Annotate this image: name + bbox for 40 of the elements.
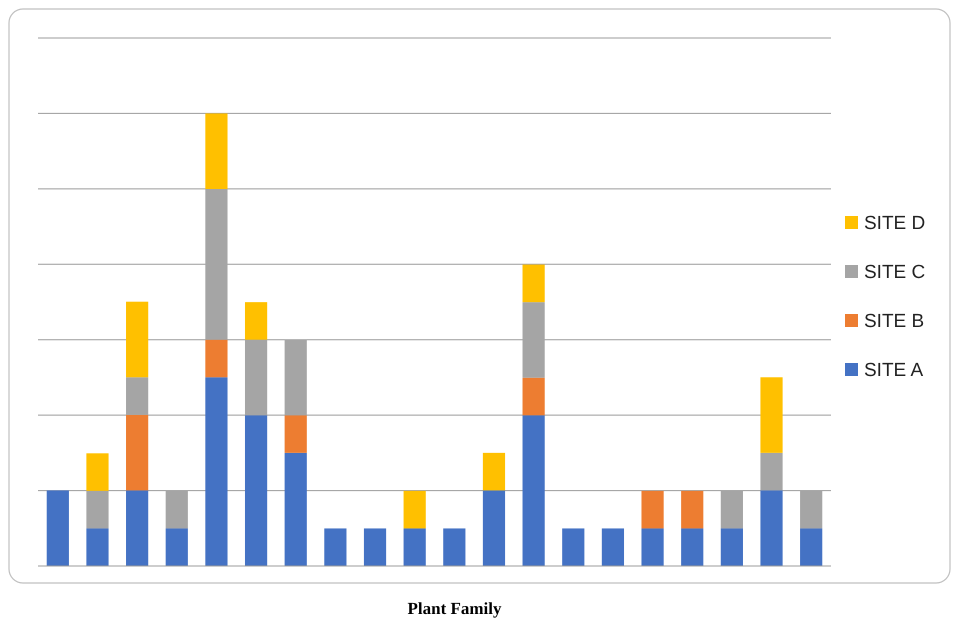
bar — [681, 528, 704, 566]
bar — [364, 528, 386, 566]
bar — [522, 378, 545, 416]
bar — [641, 490, 664, 528]
bar — [166, 528, 188, 566]
bar — [760, 377, 783, 453]
bar — [86, 490, 109, 528]
bar — [443, 528, 466, 566]
bar — [284, 452, 307, 566]
bar — [205, 377, 228, 566]
bar — [562, 528, 584, 566]
bar — [126, 490, 148, 566]
bar — [404, 490, 426, 528]
bar — [86, 528, 109, 566]
bar — [46, 490, 69, 566]
bar — [482, 452, 506, 490]
bar — [205, 340, 228, 378]
legend-label: SITE C — [864, 262, 926, 283]
bar — [602, 528, 624, 566]
legend-label: SITE D — [864, 213, 926, 234]
bar — [681, 490, 704, 528]
bar — [284, 415, 307, 453]
bar — [126, 414, 148, 490]
bar — [482, 490, 506, 566]
bar — [760, 490, 783, 566]
bar — [324, 528, 346, 566]
bar — [126, 302, 148, 378]
legend-label: SITE A — [864, 360, 924, 381]
bar — [800, 528, 822, 566]
bar — [244, 302, 268, 340]
bar — [86, 453, 109, 491]
x-axis-title: Plant Family — [408, 599, 502, 618]
bar — [720, 528, 743, 566]
bar — [641, 528, 664, 566]
bar — [244, 415, 268, 566]
bar — [404, 528, 426, 566]
bar — [522, 415, 545, 566]
bar — [522, 264, 545, 302]
legend-label: SITE B — [864, 311, 924, 332]
bar — [205, 113, 228, 190]
